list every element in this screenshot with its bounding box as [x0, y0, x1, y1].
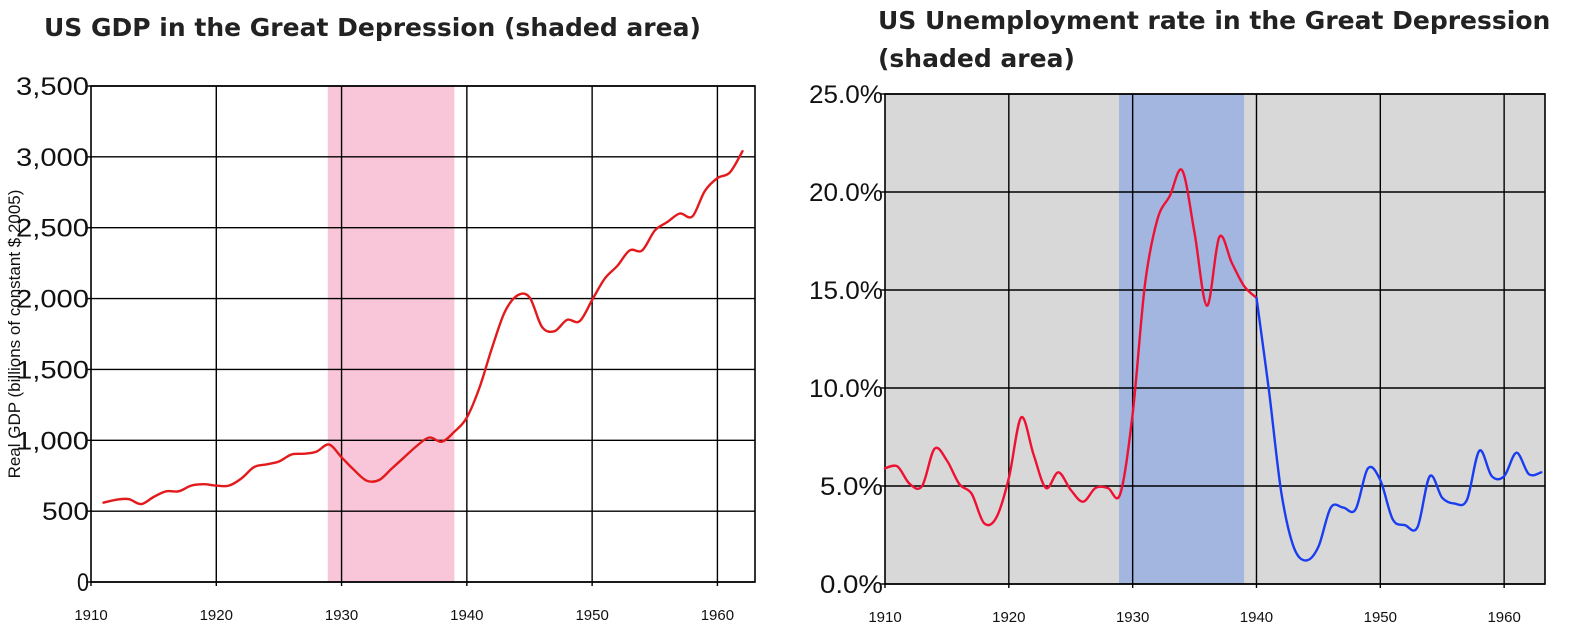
gdp-y-tick-label: 500: [42, 498, 89, 526]
gdp-x-tick-label: 1920: [200, 607, 233, 624]
unemployment-y-tick-label: 10.0%: [809, 375, 883, 403]
gdp-x-tick-label: 1910: [74, 607, 107, 624]
gdp-y-tick-label: 3,500: [16, 73, 89, 101]
gdp-y-tick-label: 2,500: [16, 215, 89, 243]
gdp-series-line-0: [102, 150, 744, 506]
unemployment-x-tick-label: 1940: [1240, 609, 1273, 626]
unemployment-y-tick-label: 20.0%: [809, 179, 883, 207]
unemployment-y-tick-label: 5.0%: [820, 473, 883, 501]
gdp-x-tick-label: 1950: [575, 607, 608, 624]
gdp-y-tick-label: 1,500: [16, 356, 89, 384]
gdp-y-tick-label: 2,000: [16, 286, 89, 314]
gdp-plot-frame: [90, 85, 756, 583]
gdp-y-tick-label: 3,000: [16, 144, 89, 172]
gdp-y-tick-label: 1,000: [16, 427, 89, 455]
unemployment-plot-frame: [884, 93, 1546, 585]
gdp-x-tick-label: 1960: [701, 607, 734, 624]
unemployment-y-tick-label: 0.0%: [820, 571, 883, 599]
unemployment-series-line-1: [1255, 296, 1543, 562]
gdp-x-tick-label: 1930: [325, 607, 358, 624]
unemployment-x-tick-label: 1930: [1116, 609, 1149, 626]
unemployment-y-tick-label: 15.0%: [809, 277, 883, 305]
unemployment-chart-title: US Unemployment rate in the Great Depres…: [878, 6, 1551, 73]
unemployment-x-tick-label: 1960: [1487, 609, 1520, 626]
unemployment-x-tick-label: 1920: [992, 609, 1025, 626]
unemployment-y-tick-label: 25.0%: [809, 81, 883, 109]
gdp-chart-title: US GDP in the Great Depression (shaded a…: [44, 13, 701, 42]
gdp-chart: 0 500 1,000 1,500 2,000 2,500 3,000 3,500 1910 19…: [5, 73, 756, 624]
gdp-y-tick-label: 0: [77, 569, 89, 597]
unemployment-x-tick-label: 1910: [868, 609, 901, 626]
unemployment-x-tick-label: 1950: [1364, 609, 1397, 626]
unemployment-depression-shaded-area: [1119, 94, 1245, 584]
unemployment-chart: 0.0% 5.0% 10.0% 15.0% 20.0% 25.0% 1910 1920 1930…: [809, 81, 1546, 626]
gdp-y-axis-label: Real GDP (billions of constant $ 2005): [5, 190, 24, 479]
unemployment-series-line-0: [883, 168, 1258, 527]
gdp-depression-shaded-area: [327, 86, 455, 582]
gdp-x-tick-label: 1940: [450, 607, 483, 624]
